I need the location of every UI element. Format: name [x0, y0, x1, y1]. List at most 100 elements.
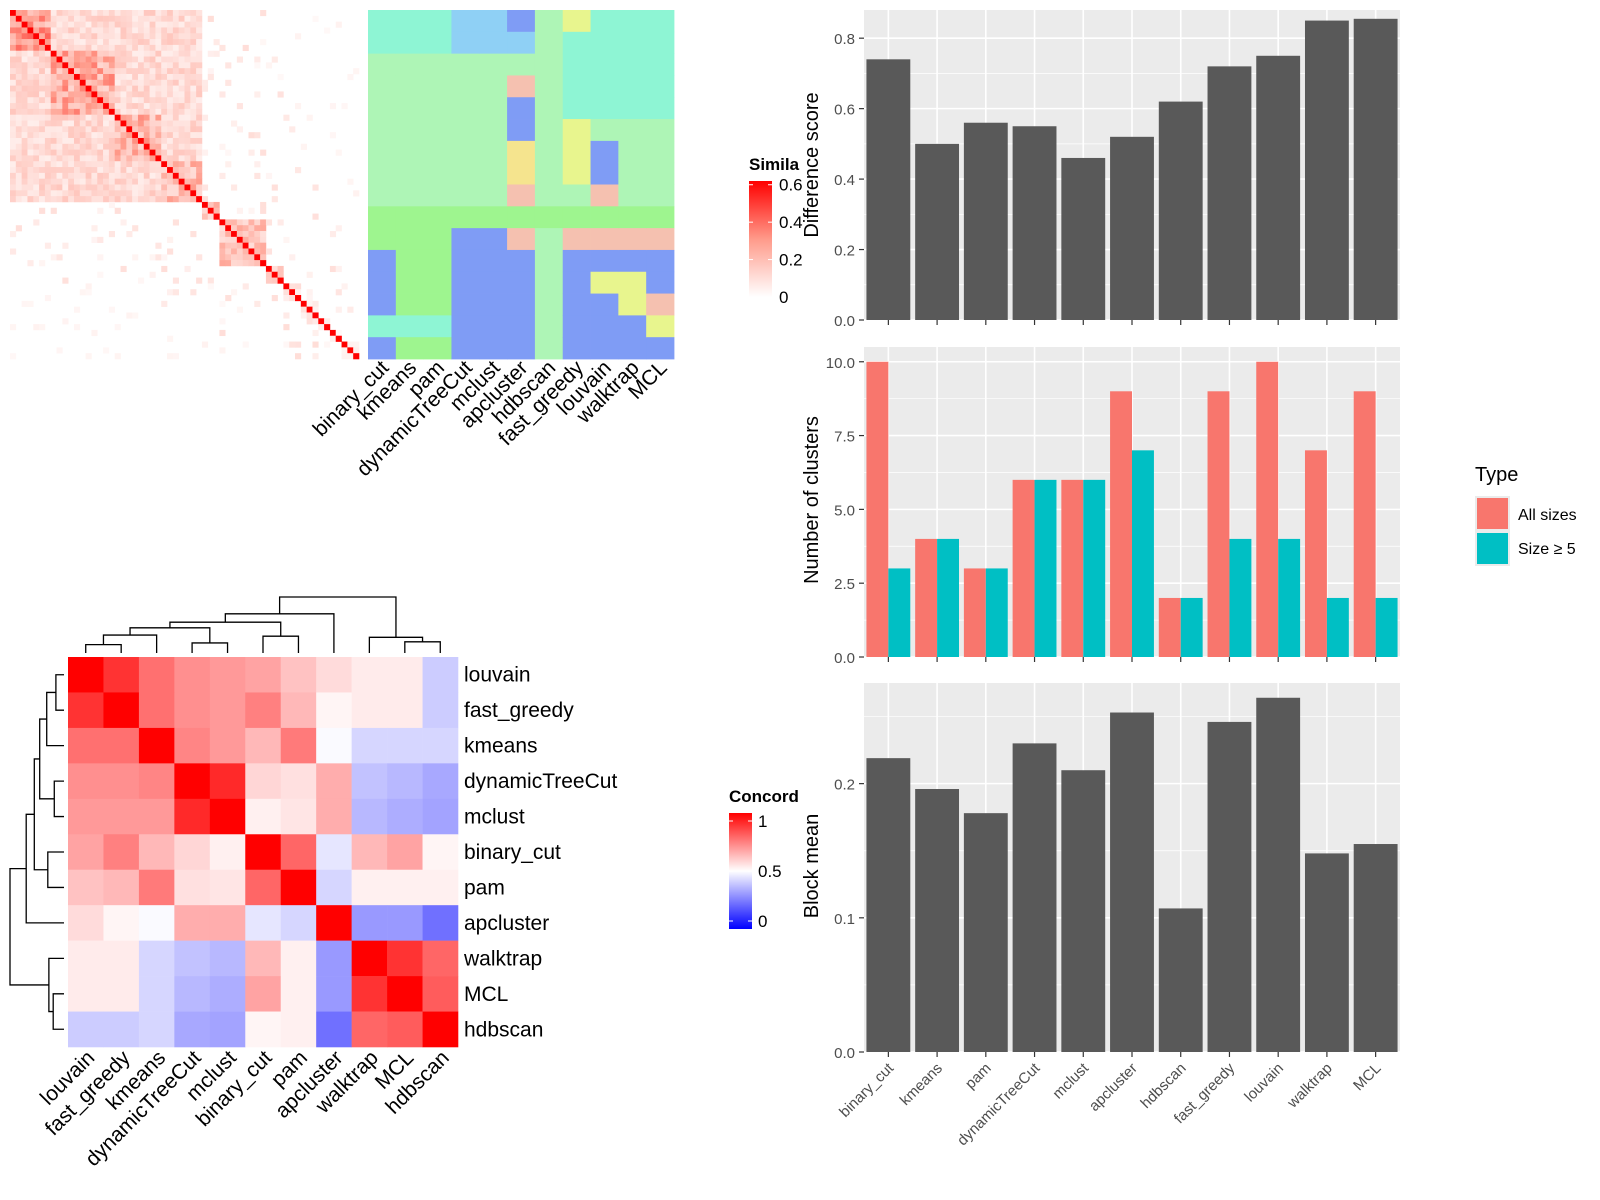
similarity-cell [44, 27, 52, 34]
similarity-cell [184, 265, 191, 273]
similarity-cell [184, 68, 191, 75]
annotation-cell [395, 206, 425, 229]
similarity-cell [44, 167, 52, 174]
concordance-cell [209, 905, 246, 941]
similarity-cell [27, 44, 34, 52]
top-dendrogram-branch [368, 636, 424, 653]
similarity-cell [21, 97, 28, 104]
similarity-cell [184, 56, 191, 63]
similarity-cell [73, 68, 81, 75]
annotation-cell [507, 119, 536, 142]
similarity-cell [248, 219, 255, 226]
similarity-cell [44, 85, 52, 92]
concordance-cell [422, 976, 459, 1012]
similarity-cell [196, 167, 203, 174]
cluster-annotation-heatmap [368, 10, 675, 360]
similarity-cell [44, 21, 52, 28]
similarity-cell [62, 50, 69, 57]
similarity-cell [260, 219, 267, 226]
similarity-cell [10, 108, 17, 115]
similarity-cell [114, 15, 121, 22]
annotation-cell [534, 119, 564, 142]
similarity-cell [91, 21, 98, 28]
similarity-cell [172, 289, 179, 296]
similarity-cell [79, 62, 86, 69]
similarity-cell [242, 231, 249, 238]
similarity-cell [184, 137, 191, 145]
similarity-cell [50, 161, 57, 168]
similarity-cell [15, 172, 22, 179]
similarity-cell [260, 10, 267, 17]
similarity-cell [39, 68, 46, 75]
similarity-cell [347, 178, 354, 185]
similarity-cell [62, 277, 69, 284]
similarity-cell [73, 137, 81, 145]
similarity-cell [62, 44, 69, 52]
annotation-cell [368, 31, 397, 55]
similarity-cell [50, 178, 57, 185]
similarity-cell [44, 137, 52, 145]
similarity-cell [196, 120, 203, 127]
similarity-cell [190, 184, 197, 191]
similarity-cell [108, 44, 115, 52]
similarity-cell [178, 108, 185, 115]
annotation-cell [590, 75, 619, 98]
similarity-cell [68, 161, 75, 168]
similarity-cell [254, 161, 261, 168]
similarity-cell [178, 114, 185, 121]
similarity-cell [114, 149, 121, 156]
concordance-cell [103, 1011, 140, 1048]
similarity-cell [44, 68, 52, 75]
similarity-cell [347, 73, 354, 81]
x-tick-label: binary_cut [836, 1059, 898, 1121]
similarity-cell [103, 103, 110, 110]
annotation-cell [507, 97, 536, 120]
similarity-cell [213, 207, 220, 214]
similarity-cell [15, 103, 22, 110]
similarity-cell [143, 85, 150, 92]
similarity-cell [56, 10, 63, 17]
similarity-cell [50, 172, 57, 179]
similarity-cell [103, 149, 110, 156]
similarity-cell [161, 155, 168, 162]
concordance-cell [387, 798, 423, 835]
similarity-cell [196, 68, 203, 75]
similarity-cell [120, 137, 127, 145]
annotation-cell [395, 119, 425, 142]
similarity-cell [167, 167, 174, 174]
annotation-cell [534, 228, 564, 251]
similarity-cell [39, 50, 46, 57]
similarity-cell [254, 62, 261, 69]
similarity-cell [271, 277, 278, 284]
similarity-cell [132, 184, 139, 191]
similarity-cell [132, 97, 139, 104]
similarity-cell [15, 149, 22, 156]
similarity-cell [44, 91, 52, 98]
similarity-cell [126, 62, 133, 69]
similarity-cell [161, 172, 168, 179]
similarity-cell [335, 329, 342, 337]
similarity-cell [184, 108, 191, 115]
similarity-cell [196, 149, 203, 156]
similarity-cell [167, 27, 174, 34]
concordance-cell [138, 692, 175, 729]
similarity-cell [143, 27, 150, 34]
concordance-cell [387, 763, 423, 800]
similarity-cell [79, 10, 86, 17]
similarity-cell [85, 196, 92, 203]
similarity-cell [27, 33, 34, 40]
similarity-cell [254, 132, 261, 139]
similarity-cell [44, 295, 52, 302]
similarity-cell [62, 10, 69, 17]
similarity-cell [91, 161, 98, 168]
x-tick-label: dynamicTreeCut [954, 1059, 1044, 1149]
concordance-cell [174, 763, 211, 800]
similarity-cell [108, 178, 115, 185]
similarity-cell [91, 10, 98, 17]
concordance-cell [280, 869, 317, 906]
similarity-cell [190, 155, 197, 162]
similarity-cell [242, 242, 249, 249]
similarity-cell [167, 68, 174, 75]
